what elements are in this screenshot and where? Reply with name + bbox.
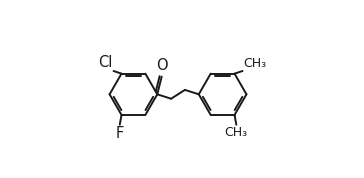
- Text: O: O: [156, 58, 168, 74]
- Text: Cl: Cl: [98, 55, 113, 70]
- Text: CH₃: CH₃: [243, 57, 266, 70]
- Text: F: F: [116, 125, 124, 141]
- Text: CH₃: CH₃: [225, 125, 248, 138]
